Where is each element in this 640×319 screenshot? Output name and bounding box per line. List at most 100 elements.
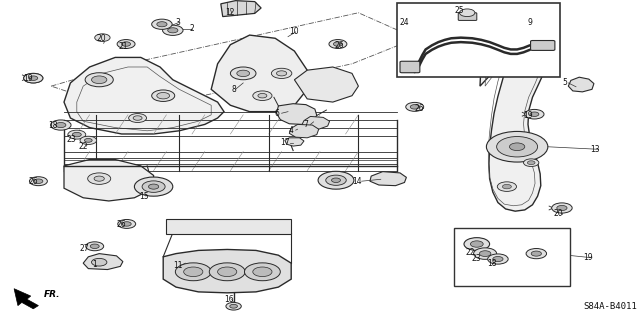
- Circle shape: [134, 177, 173, 196]
- Circle shape: [474, 248, 497, 259]
- Circle shape: [29, 76, 38, 80]
- Circle shape: [230, 67, 256, 80]
- Circle shape: [88, 173, 111, 184]
- Text: 9: 9: [527, 19, 532, 27]
- Circle shape: [276, 71, 287, 76]
- Circle shape: [557, 205, 567, 211]
- Circle shape: [230, 304, 237, 308]
- Circle shape: [92, 76, 107, 84]
- Text: 2: 2: [189, 24, 195, 33]
- Circle shape: [86, 242, 104, 251]
- Text: 5: 5: [562, 78, 567, 87]
- Circle shape: [526, 249, 547, 259]
- Text: 12: 12: [226, 8, 235, 17]
- Circle shape: [72, 132, 81, 137]
- Circle shape: [226, 302, 241, 310]
- Text: 18: 18: [48, 121, 57, 130]
- Text: 19: 19: [22, 74, 33, 83]
- Polygon shape: [480, 25, 550, 211]
- Circle shape: [209, 263, 245, 281]
- Polygon shape: [370, 172, 406, 186]
- Circle shape: [329, 40, 347, 48]
- Circle shape: [84, 138, 92, 142]
- Polygon shape: [276, 104, 317, 124]
- Text: 26: 26: [334, 41, 344, 50]
- Text: 19: 19: [582, 253, 593, 262]
- Text: 26: 26: [414, 104, 424, 113]
- Polygon shape: [294, 67, 358, 102]
- Text: 21: 21: [119, 42, 128, 51]
- Circle shape: [24, 73, 43, 83]
- Circle shape: [253, 91, 272, 100]
- Bar: [397, 3, 560, 77]
- Circle shape: [493, 256, 503, 262]
- Circle shape: [157, 93, 170, 99]
- Circle shape: [552, 203, 572, 213]
- Circle shape: [117, 40, 135, 48]
- Circle shape: [94, 176, 104, 181]
- Circle shape: [85, 73, 113, 87]
- Text: 10: 10: [289, 27, 300, 36]
- Circle shape: [244, 263, 280, 281]
- Polygon shape: [302, 116, 330, 129]
- Text: 24: 24: [399, 19, 410, 27]
- FancyBboxPatch shape: [458, 13, 477, 20]
- Circle shape: [497, 182, 516, 191]
- FancyBboxPatch shape: [400, 61, 420, 73]
- Polygon shape: [568, 77, 594, 92]
- Circle shape: [318, 171, 354, 189]
- Text: 23: 23: [472, 254, 482, 263]
- Polygon shape: [221, 1, 261, 17]
- Circle shape: [122, 42, 131, 46]
- Circle shape: [34, 179, 43, 183]
- Circle shape: [29, 177, 47, 186]
- Text: 3: 3: [175, 18, 180, 27]
- Circle shape: [333, 42, 342, 46]
- Circle shape: [237, 70, 250, 77]
- Circle shape: [56, 122, 66, 128]
- Polygon shape: [64, 160, 154, 201]
- Circle shape: [258, 93, 267, 98]
- Polygon shape: [14, 289, 38, 309]
- Polygon shape: [83, 254, 123, 270]
- Bar: [454, 228, 570, 286]
- Text: 23: 23: [67, 135, 77, 144]
- Circle shape: [80, 136, 97, 145]
- Circle shape: [530, 112, 539, 116]
- Text: 20: 20: [96, 34, 106, 43]
- Circle shape: [502, 184, 511, 189]
- Text: 15: 15: [139, 192, 149, 201]
- Polygon shape: [285, 138, 304, 146]
- Text: 22: 22: [466, 248, 475, 256]
- Circle shape: [152, 90, 175, 101]
- Circle shape: [184, 267, 203, 277]
- Text: 25: 25: [454, 6, 465, 15]
- Circle shape: [90, 244, 99, 249]
- Circle shape: [129, 114, 147, 122]
- Circle shape: [92, 258, 107, 266]
- Text: 16: 16: [224, 295, 234, 304]
- FancyBboxPatch shape: [531, 41, 555, 50]
- Circle shape: [122, 222, 131, 226]
- Circle shape: [271, 68, 292, 78]
- Circle shape: [524, 159, 539, 167]
- Text: FR.: FR.: [44, 290, 60, 299]
- Text: S84A-B4011: S84A-B4011: [583, 302, 637, 311]
- Text: 22: 22: [79, 142, 88, 151]
- Circle shape: [332, 178, 340, 182]
- Circle shape: [531, 251, 541, 256]
- Circle shape: [118, 219, 136, 228]
- Circle shape: [326, 175, 346, 185]
- Circle shape: [525, 109, 544, 119]
- Circle shape: [152, 19, 172, 29]
- Circle shape: [133, 116, 142, 120]
- Text: 27: 27: [79, 244, 90, 253]
- Circle shape: [157, 22, 167, 27]
- Circle shape: [460, 9, 475, 17]
- Circle shape: [527, 161, 535, 165]
- Bar: [166, 219, 291, 234]
- Polygon shape: [289, 124, 319, 138]
- Circle shape: [253, 267, 272, 277]
- Circle shape: [488, 61, 508, 70]
- Text: 19: 19: [523, 111, 533, 120]
